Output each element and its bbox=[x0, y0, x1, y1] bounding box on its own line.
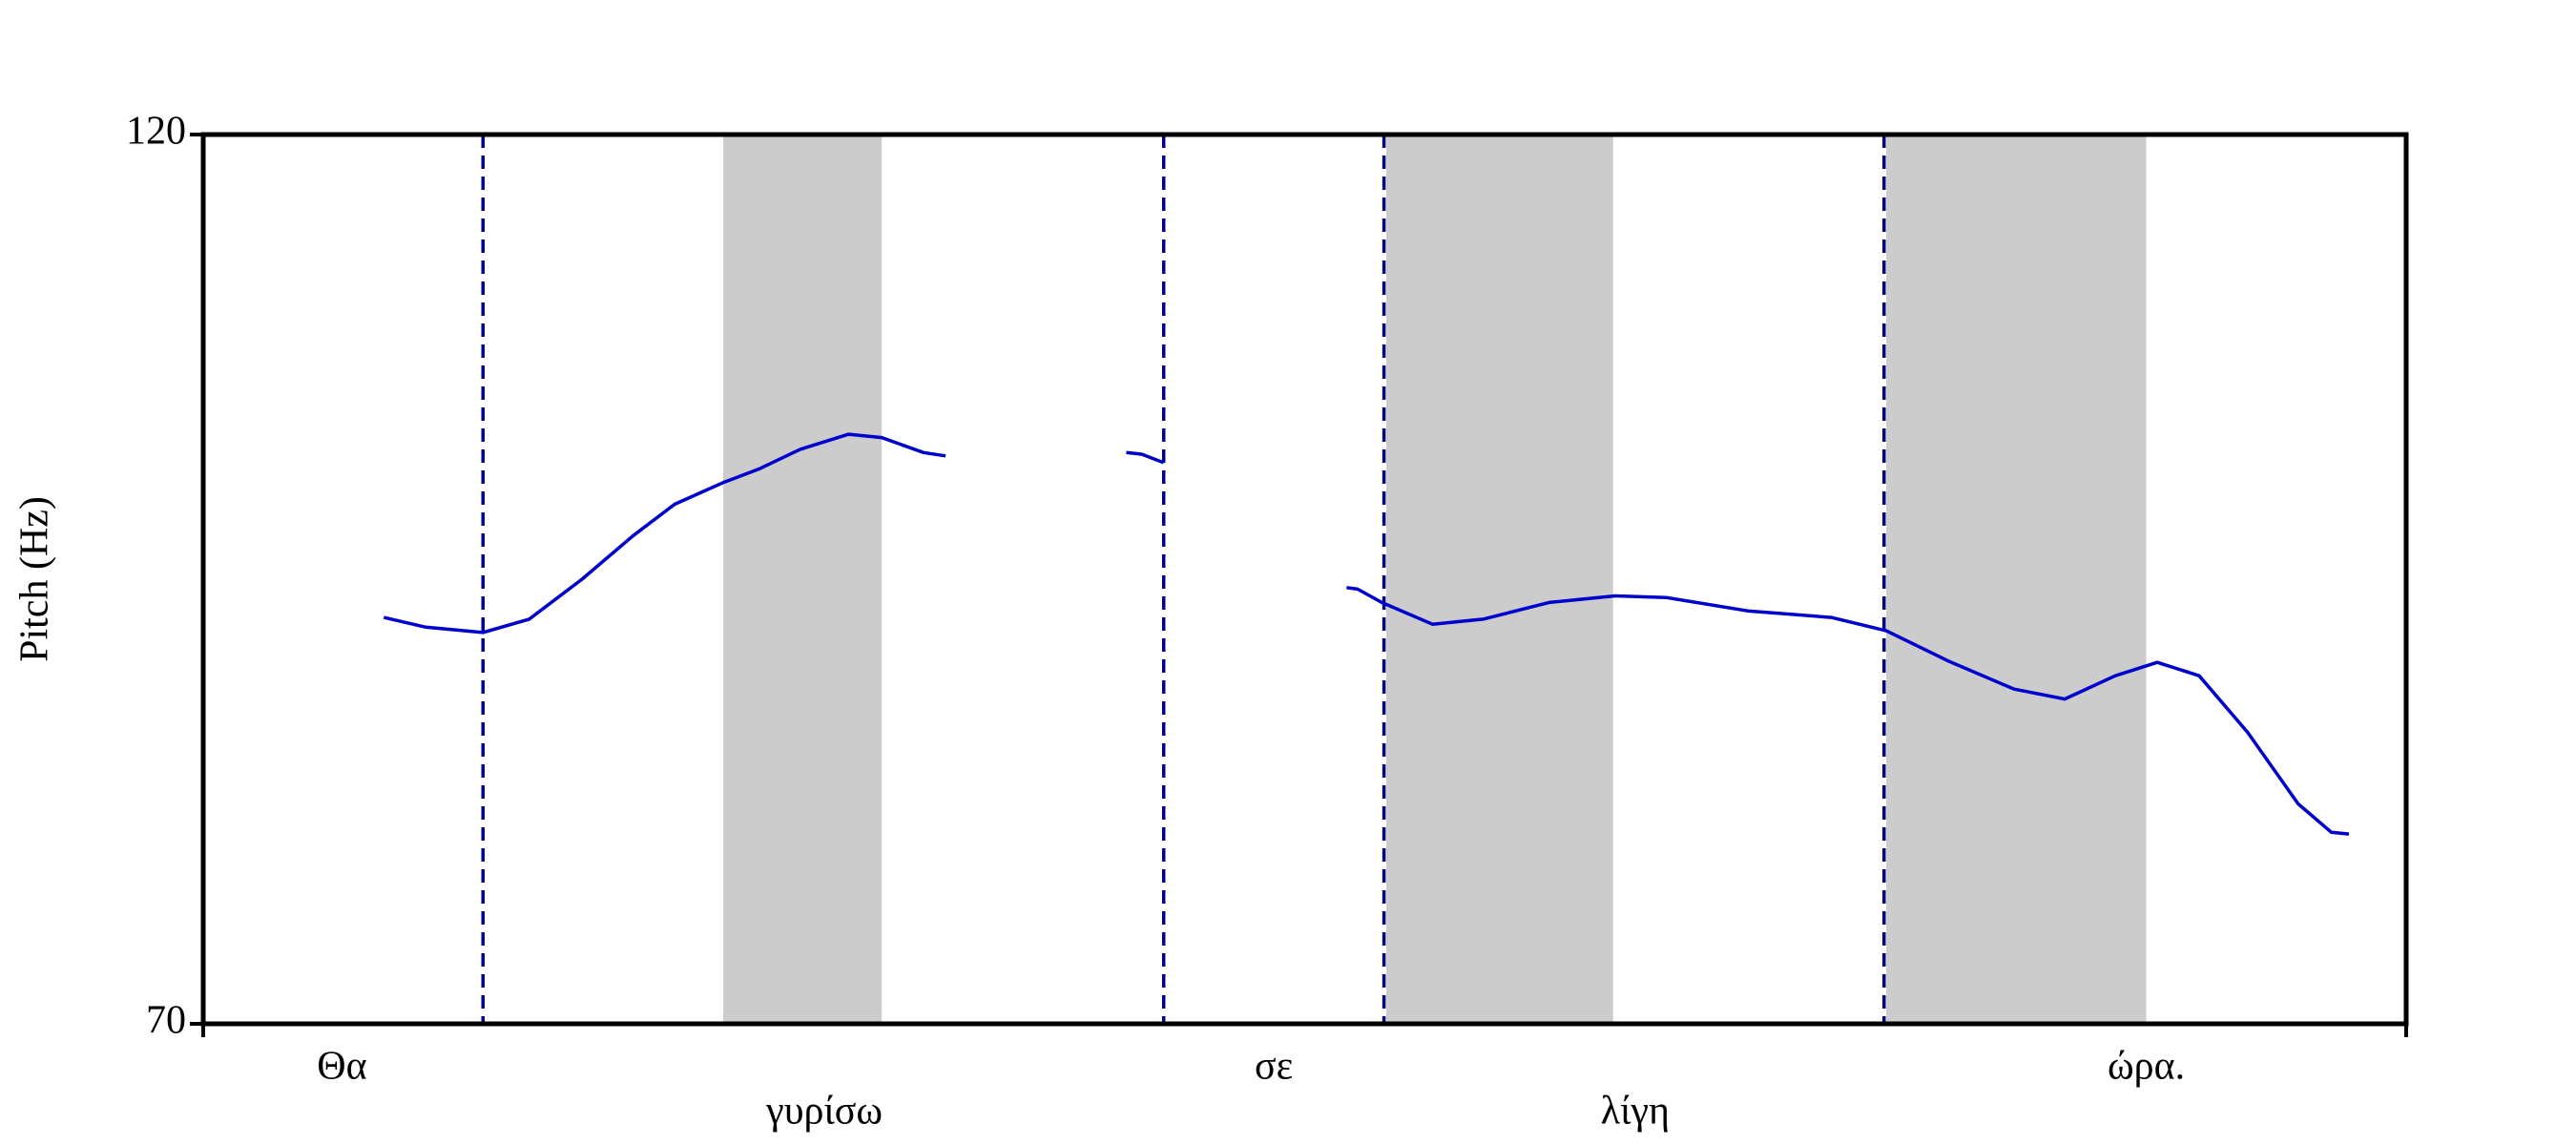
y-tick-label: 120 bbox=[126, 110, 186, 154]
shaded-span bbox=[722, 135, 883, 1024]
pitch-contour bbox=[383, 432, 946, 635]
word-label: λίγη bbox=[1601, 1090, 1670, 1134]
plot-frame bbox=[200, 132, 2409, 1027]
word-label: Θα bbox=[317, 1045, 366, 1089]
y-tick-label: 70 bbox=[146, 999, 186, 1043]
shaded-span bbox=[1385, 135, 1613, 1024]
word-label: σε bbox=[1255, 1045, 1293, 1089]
y-axis-label: Pitch (Hz) bbox=[13, 496, 57, 662]
word-label: ώρα. bbox=[2108, 1045, 2185, 1089]
pitch-contour bbox=[1126, 450, 1165, 465]
word-label: γυρίσω bbox=[765, 1090, 883, 1134]
pitch-contour bbox=[1346, 586, 2350, 836]
shaded-span bbox=[1886, 135, 2147, 1024]
